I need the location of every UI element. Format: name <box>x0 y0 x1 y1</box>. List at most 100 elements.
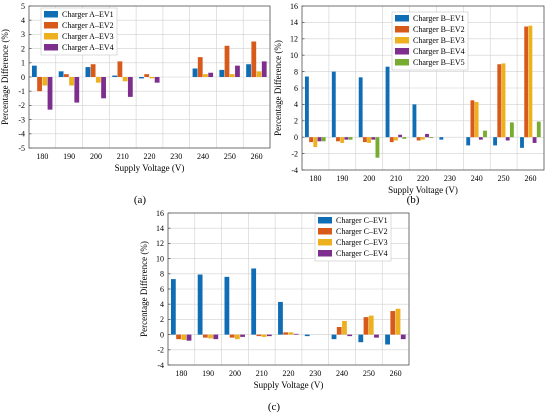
bar <box>402 137 407 139</box>
bar <box>321 137 326 142</box>
bar <box>144 74 150 77</box>
legend-label: Charger C–EV2 <box>336 227 388 236</box>
x-tick-label: 220 <box>417 174 429 183</box>
bar <box>317 137 322 142</box>
bar <box>90 64 96 77</box>
y-tick-label: 0 <box>21 73 25 82</box>
bar <box>362 137 367 143</box>
bar <box>474 101 479 138</box>
x-tick-label: 200 <box>363 174 375 183</box>
bar <box>398 134 403 138</box>
bar <box>154 77 160 83</box>
bar <box>313 137 318 148</box>
y-tick-label: -3 <box>18 115 25 124</box>
legend-swatch <box>44 22 58 29</box>
y-tick-label: 8 <box>294 67 298 76</box>
legend: Charger C–EV1 Charger C–EV2 Charger C–EV3 C… <box>314 213 392 262</box>
legend-swatch <box>395 15 409 22</box>
y-tick-label: 3 <box>21 30 25 39</box>
bar <box>69 77 74 86</box>
bar <box>416 137 421 141</box>
y-tick-label: -4 <box>157 361 164 370</box>
bar <box>47 77 53 110</box>
bar <box>224 276 230 335</box>
bar <box>208 72 214 77</box>
x-tick-label: 230 <box>444 174 456 183</box>
bar <box>261 61 267 77</box>
bar <box>251 41 257 77</box>
bar <box>340 137 345 143</box>
x-tick-label: 260 <box>390 369 402 378</box>
bar <box>117 61 123 77</box>
bar <box>385 66 390 138</box>
legend-swatch <box>395 26 409 33</box>
y-tick-label: -5 <box>18 144 25 153</box>
y-tick-label: 12 <box>156 239 164 248</box>
bar <box>266 334 272 337</box>
bar <box>261 334 267 337</box>
bar <box>246 64 251 77</box>
x-tick-label: 240 <box>471 174 483 183</box>
bar <box>122 77 128 82</box>
x-tick-label: 250 <box>224 152 236 161</box>
bar <box>394 137 398 141</box>
bar <box>348 137 353 140</box>
bar <box>385 334 390 345</box>
y-tick-label: 12 <box>290 35 298 44</box>
bar <box>278 301 283 335</box>
bar <box>304 334 310 337</box>
bar <box>478 137 483 140</box>
legend-label: Charger C–EV3 <box>336 238 388 247</box>
bar <box>229 74 235 77</box>
bar <box>58 71 64 77</box>
y-tick-label: 8 <box>160 270 164 279</box>
y-tick-label: 4 <box>294 100 298 109</box>
legend-swatch <box>395 48 409 55</box>
y-tick-label: 1 <box>21 59 25 68</box>
x-tick-label: 200 <box>90 152 102 161</box>
y-tick-label: 10 <box>156 254 164 263</box>
legend-label: Charger B–EV5 <box>413 58 465 67</box>
legend: Charger B–EV1 Charger B–EV2 Charger B–EV3 C… <box>391 11 469 71</box>
bar <box>256 334 262 337</box>
bar <box>342 320 347 335</box>
y-tick-label: -4 <box>291 166 298 175</box>
x-axis-label: Supply Voltage (V) <box>254 380 324 390</box>
x-tick-label: 240 <box>336 369 348 378</box>
x-tick-label: 200 <box>229 369 241 378</box>
bar <box>42 77 48 86</box>
legend-swatch <box>395 59 409 66</box>
legend-label: Charger B–EV2 <box>413 25 465 34</box>
y-tick-label: 2 <box>21 44 25 53</box>
x-tick-label: 250 <box>498 174 510 183</box>
bar <box>439 137 444 140</box>
y-axis-label: Percentage Difference (%) <box>0 29 10 125</box>
x-tick-label: 230 <box>170 152 182 161</box>
bar <box>532 137 537 143</box>
chart-panel-a: -5 -4 -3 -2 -1 0 1 2 3 4 5 180 190 200 210 220 230 240 250… <box>0 2 271 206</box>
x-tick-label: 190 <box>202 369 214 378</box>
x-tick-label: 180 <box>36 152 48 161</box>
legend-swatch <box>318 250 332 257</box>
bar <box>101 77 106 99</box>
y-tick-label: 14 <box>156 224 164 233</box>
bar <box>524 26 529 138</box>
legend-label: Charger B–EV3 <box>413 36 465 45</box>
bar <box>528 25 533 138</box>
y-axis-label: Percentage Difference (%) <box>273 40 283 136</box>
bar <box>127 77 133 97</box>
bar <box>213 334 219 340</box>
legend-label: Charger A–EV3 <box>62 32 114 41</box>
bar <box>229 334 235 338</box>
bar <box>74 77 80 103</box>
bar <box>63 74 69 77</box>
bar <box>389 137 394 143</box>
bar <box>520 137 524 148</box>
legend-swatch <box>44 44 58 51</box>
y-tick-label: 0 <box>160 330 164 339</box>
x-tick-label: 250 <box>363 369 375 378</box>
legend-label: Charger A–EV4 <box>62 43 114 52</box>
bar <box>412 104 417 138</box>
bar <box>224 45 230 77</box>
bar <box>139 77 144 79</box>
